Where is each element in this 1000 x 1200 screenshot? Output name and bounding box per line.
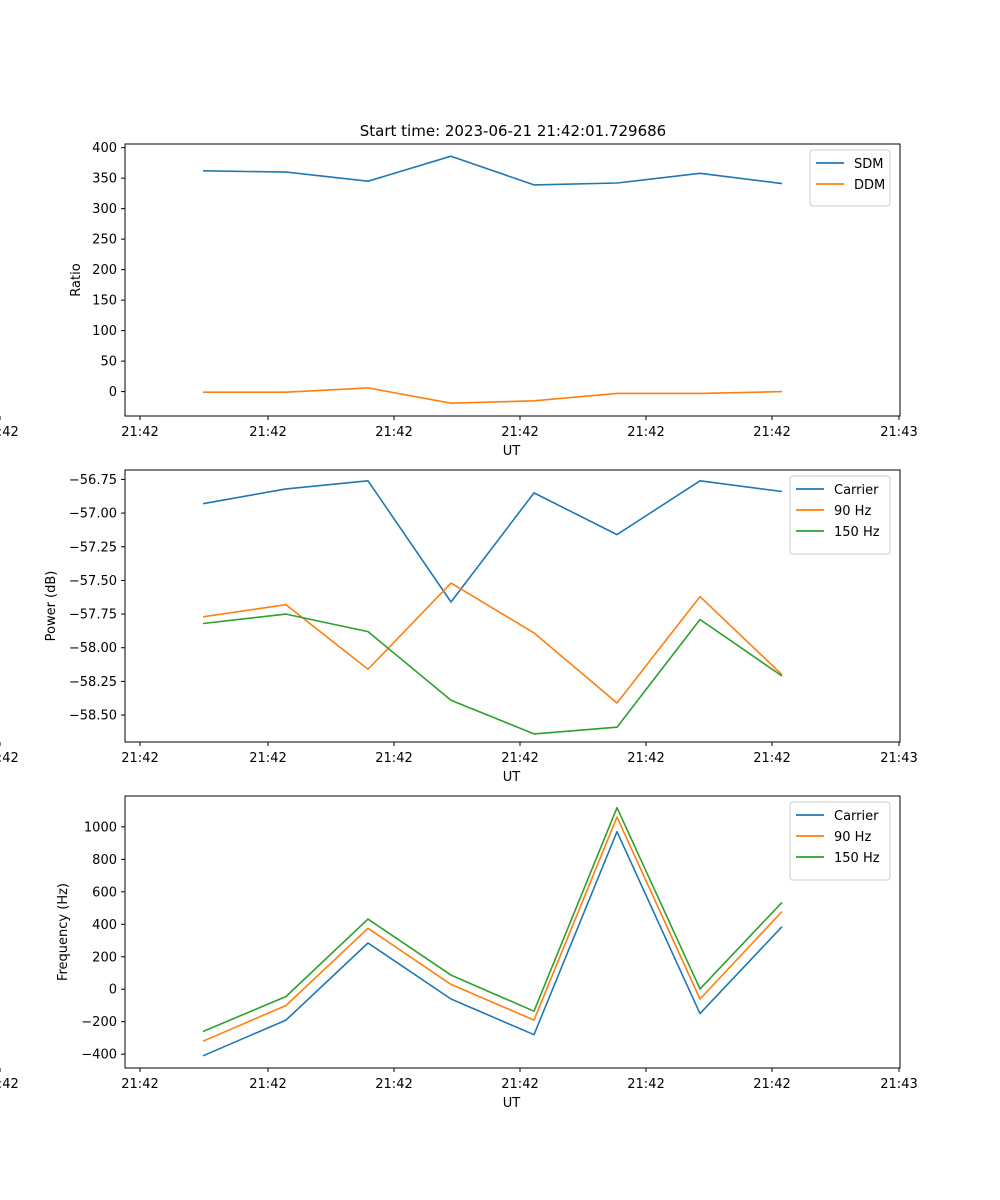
- series-line-90-hz: [202, 816, 783, 1042]
- y-tick-label: 100: [92, 324, 117, 339]
- x-tick-label: 21:42: [627, 425, 664, 440]
- x-tick-label: 21:42: [0, 425, 19, 440]
- x-tick-label: 21:42: [0, 1077, 19, 1092]
- y-tick-label: 250: [92, 233, 117, 248]
- legend-box: [789, 475, 891, 555]
- x-tick-label: 21:43: [880, 751, 917, 766]
- y-tick-label: −57.75: [69, 608, 117, 623]
- x-tick-label: 21:42: [375, 1077, 412, 1092]
- axes-frame: [124, 469, 901, 743]
- x-tick-label: 21:42: [121, 1077, 158, 1092]
- legend-box: [809, 149, 891, 207]
- y-tick-label: 400: [92, 918, 117, 933]
- legend-box: [789, 801, 891, 881]
- y-tick-label: 200: [92, 950, 117, 965]
- y-tick-label: 0: [109, 385, 117, 400]
- legend-label: DDM: [854, 178, 885, 193]
- x-tick-label: 21:42: [249, 751, 286, 766]
- y-tick-label: −57.50: [69, 574, 117, 589]
- y-tick-label: −58.00: [69, 641, 117, 656]
- y-tick-label: −56.75: [69, 473, 117, 488]
- y-tick-label: −57.00: [69, 507, 117, 522]
- figure-title: Start time: 2023-06-21 21:42:01.729686: [360, 122, 666, 140]
- axes-frame: [124, 795, 901, 1069]
- y-tick-label: 350: [92, 172, 117, 187]
- x-tick-label: 21:42: [627, 1077, 664, 1092]
- y-tick-label: 800: [92, 853, 117, 868]
- series-line-carrier: [202, 479, 783, 603]
- x-tick-label: 21:42: [627, 751, 664, 766]
- x-tick-label: 21:42: [753, 425, 790, 440]
- y-tick-label: 0: [109, 983, 117, 998]
- y-tick-label: −200: [81, 1015, 117, 1030]
- y-tick-label: −400: [81, 1048, 117, 1063]
- chart-panel-2: −58.50 −58.25 −58.00 −57.75 −57.50 −57.25 −57.…: [0, 469, 918, 785]
- legend: Carrier 90 Hz 150 Hz: [789, 475, 891, 555]
- x-tick-label: 21:42: [0, 751, 19, 766]
- y-tick-label: 200: [92, 263, 117, 278]
- x-tick-label: 21:42: [375, 425, 412, 440]
- legend-label: 150 Hz: [834, 851, 880, 866]
- y-tick-label: 400: [92, 141, 117, 156]
- y-tick-label: 1000: [84, 820, 117, 835]
- y-axis-label: Frequency (Hz): [56, 883, 71, 981]
- y-tick-label: −57.25: [69, 540, 117, 555]
- series-line-150-hz: [202, 806, 783, 1033]
- legend-label: Carrier: [834, 483, 879, 498]
- legend-label: Carrier: [834, 809, 879, 824]
- x-axis-label: UT: [503, 444, 521, 459]
- x-tick-label: 21:42: [501, 751, 538, 766]
- x-axis-label: UT: [503, 770, 521, 785]
- y-tick-label: 300: [92, 202, 117, 217]
- x-tick-label: 21:42: [501, 425, 538, 440]
- legend-label: SDM: [854, 157, 883, 172]
- x-tick-label: 21:42: [753, 1077, 790, 1092]
- axes-frame: [124, 143, 901, 417]
- legend-label: 150 Hz: [834, 525, 880, 540]
- legend-label: 90 Hz: [834, 830, 871, 845]
- y-tick-label: 50: [100, 355, 117, 370]
- chart-panel-1: 0 50 100 150 200 250 300 350 400 21:42 21:42 21:42 2…: [0, 141, 918, 459]
- series-line-carrier: [202, 830, 783, 1057]
- chart-panel-3: −400 −200 0 200 400 600 800 1000 21:42 21:42 21:42…: [0, 795, 918, 1111]
- x-tick-label: 21:42: [121, 425, 158, 440]
- y-tick-label: 600: [92, 885, 117, 900]
- y-axis-label: Power (dB): [44, 571, 59, 642]
- panels: 0 50 100 150 200 250 300 350 400 21:42 21:42 21:42 2…: [0, 141, 918, 1111]
- legend: Carrier 90 Hz 150 Hz: [789, 801, 891, 881]
- x-tick-label: 21:43: [880, 425, 917, 440]
- legend: SDM DDM: [809, 149, 891, 207]
- x-tick-label: 21:42: [501, 1077, 538, 1092]
- y-tick-label: −58.50: [69, 709, 117, 724]
- x-tick-label: 21:43: [880, 1077, 917, 1092]
- y-axis-label: Ratio: [69, 263, 84, 296]
- y-tick-label: −58.25: [69, 675, 117, 690]
- series-line-90-hz: [202, 582, 783, 704]
- series-line-150-hz: [202, 613, 783, 735]
- legend-label: 90 Hz: [834, 504, 871, 519]
- series-line-sdm: [202, 155, 783, 186]
- x-tick-label: 21:42: [753, 751, 790, 766]
- x-tick-label: 21:42: [121, 751, 158, 766]
- x-axis-label: UT: [503, 1096, 521, 1111]
- x-tick-label: 21:42: [249, 425, 286, 440]
- y-tick-label: 150: [92, 294, 117, 309]
- series-line-ddm: [203, 387, 783, 405]
- x-tick-label: 21:42: [249, 1077, 286, 1092]
- x-tick-label: 21:42: [375, 751, 412, 766]
